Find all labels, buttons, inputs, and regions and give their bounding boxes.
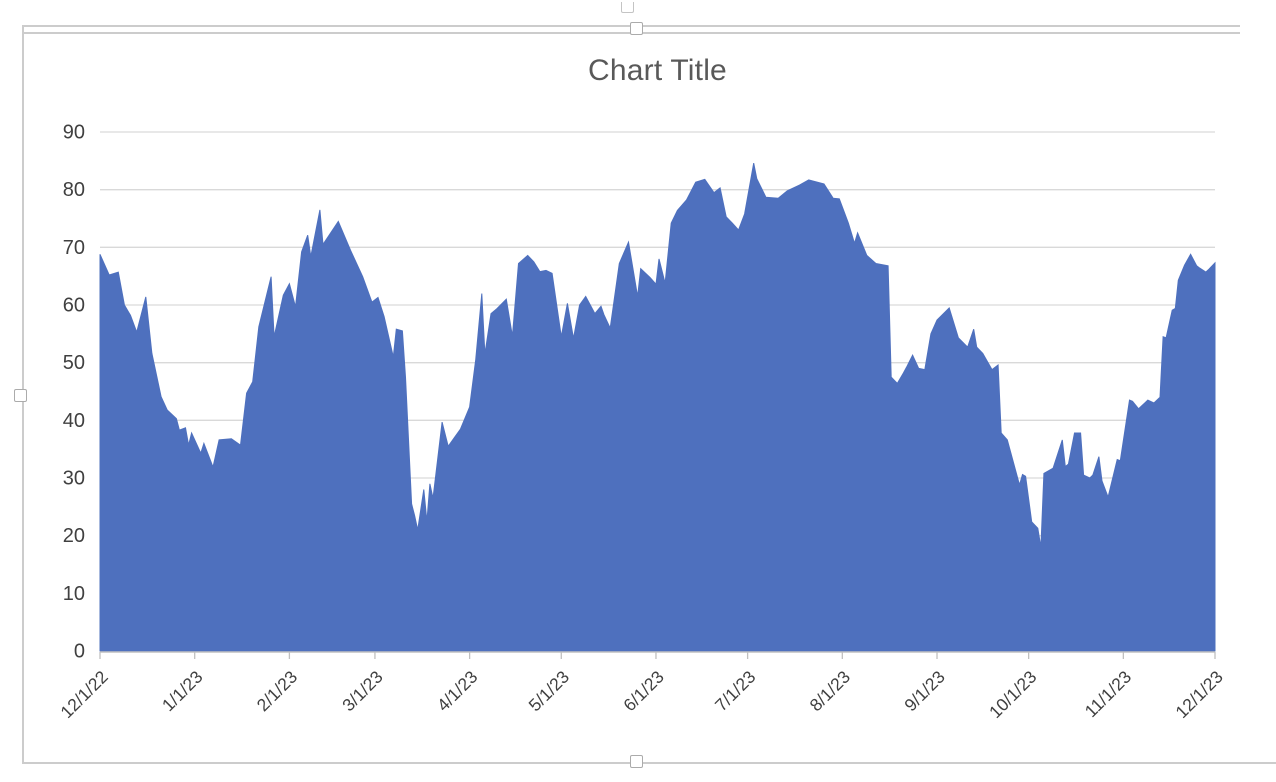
y-axis-label: 20	[63, 525, 85, 547]
y-axis-label: 90	[63, 122, 85, 144]
selection-border-bottom	[23, 762, 1276, 764]
x-axis-label: 8/1/23	[806, 667, 855, 716]
x-axis-label: 5/1/23	[525, 667, 574, 716]
x-axis-label: 3/1/23	[338, 667, 387, 716]
x-axis-label: 9/1/23	[900, 667, 949, 716]
y-axis-label: 80	[63, 179, 85, 201]
y-axis-label: 60	[63, 295, 85, 317]
y-axis-label: 40	[63, 410, 85, 432]
x-axis-label: 4/1/23	[433, 667, 482, 716]
y-axis-label: 10	[63, 583, 85, 605]
y-axis-label: 30	[63, 468, 85, 490]
resize-handle-bottom-center[interactable]	[630, 755, 643, 768]
x-axis-label: 11/1/23	[1081, 667, 1136, 722]
x-axis-label: 2/1/23	[253, 667, 302, 716]
y-axis-label: 70	[63, 237, 85, 259]
x-axis-label: 12/1/22	[56, 667, 111, 722]
x-axis-label: 6/1/23	[619, 667, 668, 716]
y-axis-label: 50	[63, 352, 85, 374]
x-axis-label: 10/1/23	[985, 667, 1040, 722]
x-axis-label: 12/1/23	[1171, 667, 1226, 722]
x-axis-label: 7/1/23	[711, 667, 760, 716]
resize-handle-top-edge[interactable]	[621, 2, 634, 13]
chart-title[interactable]: Chart Title	[588, 54, 727, 87]
resize-handle-top-center[interactable]	[630, 22, 643, 35]
x-axis-label: 1/1/23	[158, 667, 207, 716]
resize-handle-left-middle[interactable]	[14, 389, 27, 402]
y-axis-label: 0	[74, 641, 85, 663]
area-series[interactable]	[99, 163, 1216, 652]
